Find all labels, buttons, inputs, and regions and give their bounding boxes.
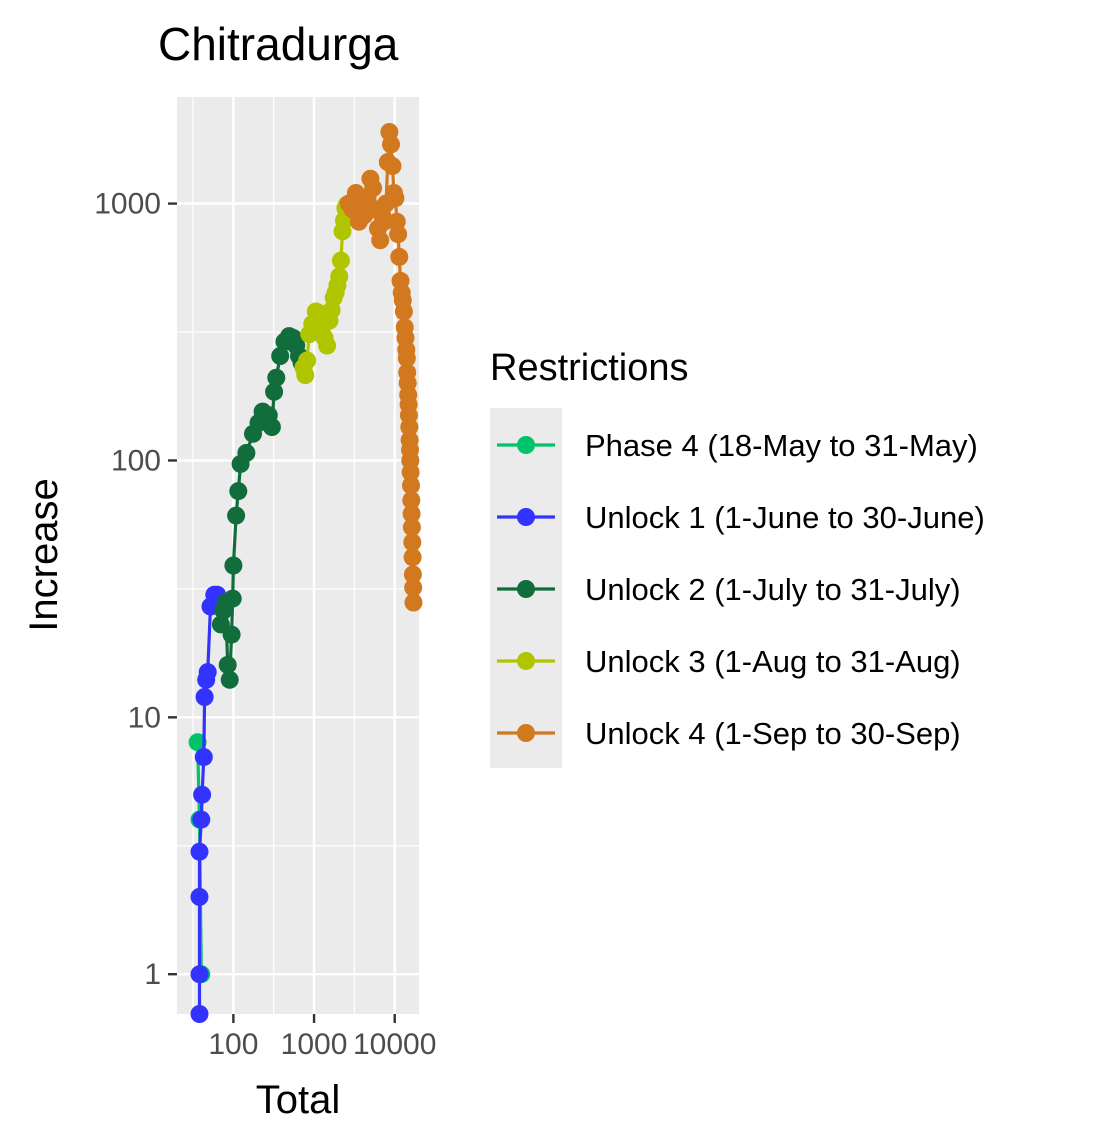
chart-title: Chitradurga <box>158 18 399 70</box>
data-point <box>190 887 209 906</box>
data-point <box>371 231 390 250</box>
data-point <box>331 251 350 270</box>
y-tick-label: 1000 <box>94 188 161 221</box>
data-point <box>220 670 239 689</box>
legend-key-point <box>517 508 535 526</box>
legend-label: Unlock 2 (1-July to 31-July) <box>585 572 961 607</box>
data-point <box>223 589 242 608</box>
plot-panel <box>177 97 419 1014</box>
data-point <box>318 336 337 355</box>
data-point <box>198 663 217 682</box>
data-point <box>190 842 209 861</box>
legend: Restrictions Phase 4 (18-May to 31-May) U… <box>490 347 985 768</box>
data-point <box>192 810 211 829</box>
data-point <box>265 382 284 401</box>
data-point <box>330 267 349 286</box>
data-point <box>190 1005 209 1023</box>
data-point <box>402 491 421 510</box>
data-point <box>190 965 209 984</box>
data-point <box>375 212 394 231</box>
data-point <box>227 506 246 525</box>
y-axis: 1 10 100 1000 <box>94 188 177 991</box>
data-point <box>267 368 286 387</box>
data-point <box>194 748 213 767</box>
data-point <box>237 443 256 462</box>
data-point <box>402 476 420 495</box>
y-tick-label: 10 <box>128 701 161 734</box>
legend-key-point <box>517 652 535 670</box>
x-tick-label: 1000 <box>281 1028 348 1061</box>
x-axis: 100 1000 10000 <box>208 1014 436 1061</box>
data-point <box>386 189 405 208</box>
data-point <box>404 578 423 597</box>
legend-label: Phase 4 (18-May to 31-May) <box>585 428 978 463</box>
data-point <box>394 302 413 321</box>
data-point <box>298 351 317 370</box>
data-point <box>262 418 281 436</box>
data-point <box>389 225 408 244</box>
legend-label: Unlock 1 (1-June to 30-June) <box>585 500 985 535</box>
y-tick-label: 100 <box>111 444 161 477</box>
data-point <box>400 418 419 436</box>
data-point <box>403 533 422 552</box>
data-point <box>383 157 402 176</box>
data-point <box>229 482 248 501</box>
data-point <box>403 548 422 567</box>
data-point <box>390 247 409 266</box>
data-point <box>364 179 383 197</box>
data-point <box>195 688 214 706</box>
legend-key-point <box>517 724 535 742</box>
x-tick-label: 100 <box>208 1028 258 1061</box>
legend-items: Phase 4 (18-May to 31-May) Unlock 1 (1-Ju… <box>497 428 985 751</box>
data-point <box>193 785 212 804</box>
data-point <box>222 625 241 644</box>
data-point <box>382 135 400 154</box>
data-point <box>402 518 421 537</box>
data-point <box>397 349 416 368</box>
x-axis-label: Total <box>256 1078 341 1122</box>
y-axis-label: Increase <box>22 478 66 631</box>
data-point <box>218 655 237 674</box>
data-point <box>224 556 243 575</box>
data-point <box>188 733 207 752</box>
legend-label: Unlock 3 (1-Aug to 31-Aug) <box>585 644 961 679</box>
legend-label: Unlock 4 (1-Sep to 30-Sep) <box>585 716 961 751</box>
legend-key-point <box>517 580 535 598</box>
series-layer <box>188 123 423 1023</box>
legend-title: Restrictions <box>490 347 689 389</box>
x-tick-label: 10000 <box>353 1028 436 1061</box>
data-point <box>296 366 315 385</box>
y-tick-label: 1 <box>144 958 161 991</box>
data-point <box>271 347 290 365</box>
legend-key-point <box>517 436 535 454</box>
data-point <box>403 565 422 584</box>
data-point <box>401 463 420 482</box>
data-point <box>402 504 421 523</box>
data-point <box>404 593 423 612</box>
